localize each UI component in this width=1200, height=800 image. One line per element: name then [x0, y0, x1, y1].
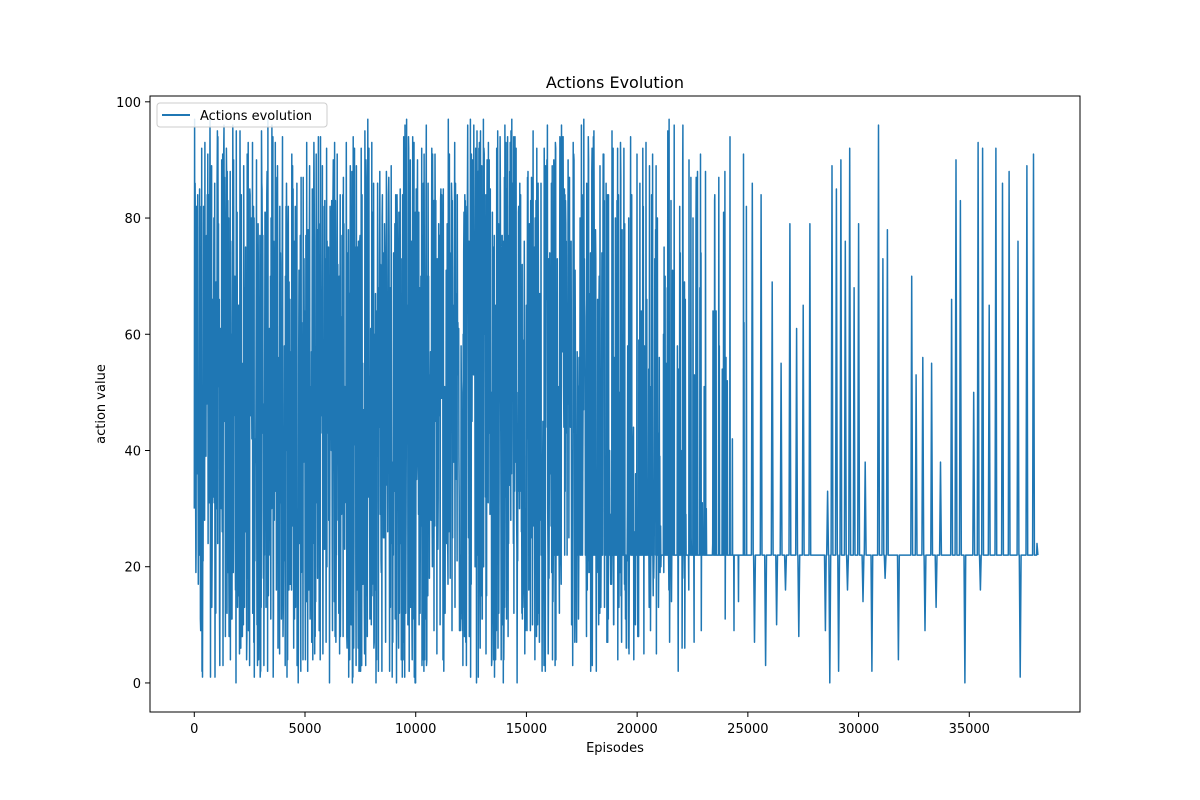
legend-box	[156, 102, 328, 128]
x-tick-label-1: 5000	[288, 722, 321, 737]
x-tick-label-0: 0	[190, 722, 198, 737]
series-line-actions-evolution	[193, 118, 1039, 684]
y-axis-label: action value	[94, 364, 109, 444]
y-tick-label-5: 100	[116, 96, 141, 111]
legend-label: Actions evolution	[200, 109, 312, 124]
legend: Actions evolution	[156, 102, 328, 128]
y-tick-label-4: 80	[124, 212, 141, 227]
x-tick-label-6: 30000	[838, 722, 879, 737]
axes-frame	[149, 95, 1081, 713]
ticks: 0 5000 10000 15000 20000 25000 30000 35000 0 20 40…	[116, 96, 990, 737]
x-tick-label-7: 35000	[949, 722, 990, 737]
x-tick-label-4: 20000	[616, 722, 657, 737]
x-axis-label: Episodes	[586, 741, 644, 756]
y-tick-label-2: 40	[124, 444, 141, 459]
x-tick-label-3: 15000	[506, 722, 547, 737]
chart-title: Actions Evolution	[546, 73, 684, 92]
y-tick-label-1: 20	[124, 561, 141, 576]
y-tick-label-3: 60	[124, 328, 141, 343]
x-tick-label-2: 10000	[395, 722, 436, 737]
x-tick-label-5: 25000	[727, 722, 768, 737]
y-tick-label-0: 0	[133, 677, 141, 692]
plot-area	[193, 118, 1039, 684]
